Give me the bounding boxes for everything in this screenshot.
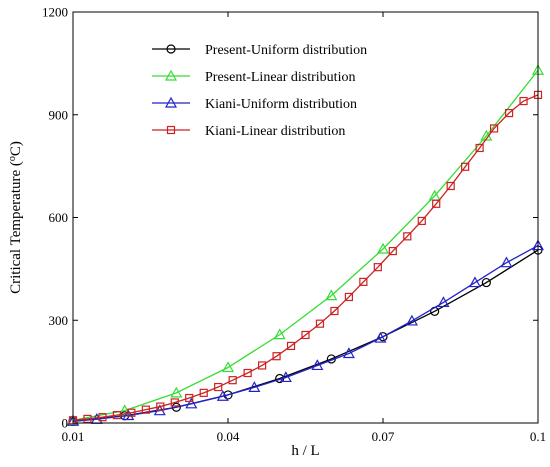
legend-label: Present-Linear distribution	[205, 70, 355, 85]
legend-label: Kiani-Uniform distribution	[205, 97, 357, 112]
marker-triangle	[437, 296, 450, 308]
marker-square	[98, 413, 107, 422]
marker-square	[301, 330, 310, 340]
series-layer	[66, 63, 545, 426]
legend-label: Kiani-Linear distribution	[205, 124, 345, 139]
marker-square	[519, 96, 528, 106]
marker-triangle	[279, 371, 292, 383]
marker-square	[272, 352, 281, 361]
marker-square	[170, 398, 179, 407]
marker-square	[166, 125, 176, 135]
marker-square	[330, 306, 339, 316]
marker-square	[475, 143, 484, 153]
x-tick-label: 0.1	[530, 429, 546, 444]
marker-triangle	[122, 409, 135, 421]
series-line	[72, 245, 539, 422]
marker-square	[243, 368, 252, 378]
marker-triangle	[325, 289, 338, 301]
marker-triangle	[273, 328, 286, 340]
marker-triangle	[248, 381, 261, 392]
marker-circle	[481, 277, 491, 288]
marker-triangle	[164, 96, 178, 108]
marker-square	[185, 393, 194, 403]
marker-square	[373, 263, 382, 272]
marker-square	[112, 411, 122, 420]
marker-square	[127, 408, 136, 417]
x-tick-label: 0.04	[217, 429, 240, 444]
marker-square	[489, 124, 499, 133]
series-3	[68, 90, 543, 425]
series-line	[72, 94, 539, 421]
marker-square	[446, 181, 455, 191]
marker-triangle	[342, 347, 355, 359]
marker-triangle	[185, 397, 198, 409]
marker-circle	[171, 402, 181, 412]
marker-square	[156, 402, 165, 411]
marker-triangle	[468, 276, 481, 288]
y-axis-label-suffix: C)	[8, 141, 24, 156]
y-tick-label: 300	[49, 313, 69, 328]
marker-square	[359, 277, 368, 286]
x-tick-label: 0.07	[372, 429, 395, 444]
marker-square	[286, 341, 296, 351]
legend-label: Present-Uniform distribution	[205, 43, 367, 58]
marker-square	[199, 388, 208, 397]
marker-square	[344, 292, 353, 302]
x-tick-label: 0.01	[62, 429, 85, 444]
marker-triangle	[118, 404, 131, 416]
marker-triangle	[500, 256, 513, 268]
marker-square	[141, 405, 150, 414]
marker-square	[228, 376, 237, 385]
marker-triangle	[216, 390, 229, 401]
y-tick-label: 1200	[42, 5, 68, 20]
marker-triangle	[221, 361, 235, 373]
x-axis-label: h / L	[291, 443, 319, 459]
marker-triangle	[164, 69, 178, 81]
y-axis-label: Critical Temperature (oC)	[7, 141, 25, 294]
marker-triangle	[66, 415, 80, 426]
y-tick-label: 900	[49, 107, 69, 122]
marker-square	[417, 216, 426, 226]
marker-square	[461, 162, 470, 171]
legend-item: Present-Linear distribution	[152, 69, 355, 85]
marker-square	[83, 414, 92, 423]
y-tick-label: 0	[62, 416, 69, 431]
marker-square	[403, 232, 412, 241]
legend-item: Present-Uniform distribution	[152, 43, 367, 58]
ticks-layer: 0.01 0.04 0.07 0.1 0 300 600 900 1200	[42, 5, 546, 445]
y-axis-label-prefix: Critical Temperature (	[8, 161, 24, 294]
series-line	[72, 69, 539, 421]
marker-triangle	[170, 386, 183, 398]
marker-triangle	[405, 314, 418, 326]
marker-square	[214, 382, 223, 392]
marker-square	[315, 319, 325, 328]
marker-circle	[166, 44, 176, 54]
series-2	[66, 239, 545, 426]
y-tick-label: 600	[49, 210, 69, 225]
marker-square	[258, 361, 267, 370]
y-axis-label-sup: o	[7, 156, 18, 161]
marker-triangle	[376, 242, 390, 254]
marker-square	[504, 108, 514, 118]
marker-triangle	[374, 331, 387, 343]
marker-circle	[223, 390, 233, 400]
legend-item: Kiani-Uniform distribution	[152, 96, 357, 112]
marker-square	[388, 246, 397, 256]
legend: Present-Uniform distribution Present-Line…	[152, 43, 367, 139]
marker-square	[432, 199, 441, 208]
legend-item: Kiani-Linear distribution	[152, 124, 345, 139]
marker-triangle	[311, 359, 324, 371]
